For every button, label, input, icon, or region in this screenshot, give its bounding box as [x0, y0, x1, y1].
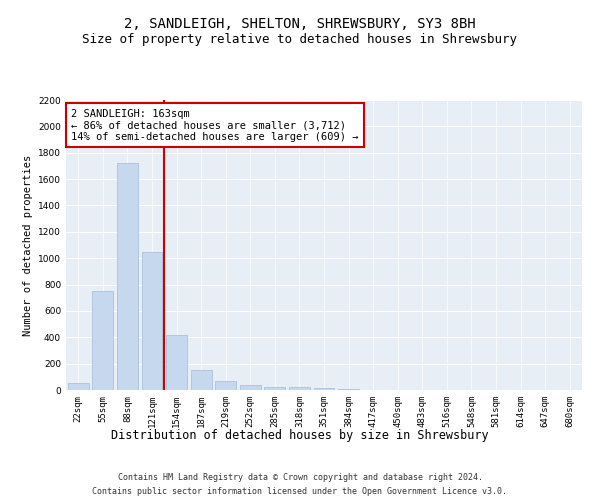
Text: Size of property relative to detached houses in Shrewsbury: Size of property relative to detached ho… [83, 32, 517, 46]
Text: 2, SANDLEIGH, SHELTON, SHREWSBURY, SY3 8BH: 2, SANDLEIGH, SHELTON, SHREWSBURY, SY3 8… [124, 18, 476, 32]
Bar [92, 291, 113, 390]
Bar [191, 370, 212, 390]
Bar [289, 388, 310, 390]
Bar [117, 164, 138, 390]
Bar [215, 381, 236, 390]
Bar [166, 334, 187, 390]
Text: Contains public sector information licensed under the Open Government Licence v3: Contains public sector information licen… [92, 486, 508, 496]
Text: 2 SANDLEIGH: 163sqm
← 86% of detached houses are smaller (3,712)
14% of semi-det: 2 SANDLEIGH: 163sqm ← 86% of detached ho… [71, 108, 359, 142]
Bar [265, 386, 286, 390]
Text: Distribution of detached houses by size in Shrewsbury: Distribution of detached houses by size … [111, 428, 489, 442]
Bar [240, 386, 261, 390]
Y-axis label: Number of detached properties: Number of detached properties [23, 154, 32, 336]
Bar [314, 388, 334, 390]
Bar [142, 252, 163, 390]
Bar [68, 384, 89, 390]
Text: Contains HM Land Registry data © Crown copyright and database right 2024.: Contains HM Land Registry data © Crown c… [118, 473, 482, 482]
Bar [338, 389, 359, 390]
